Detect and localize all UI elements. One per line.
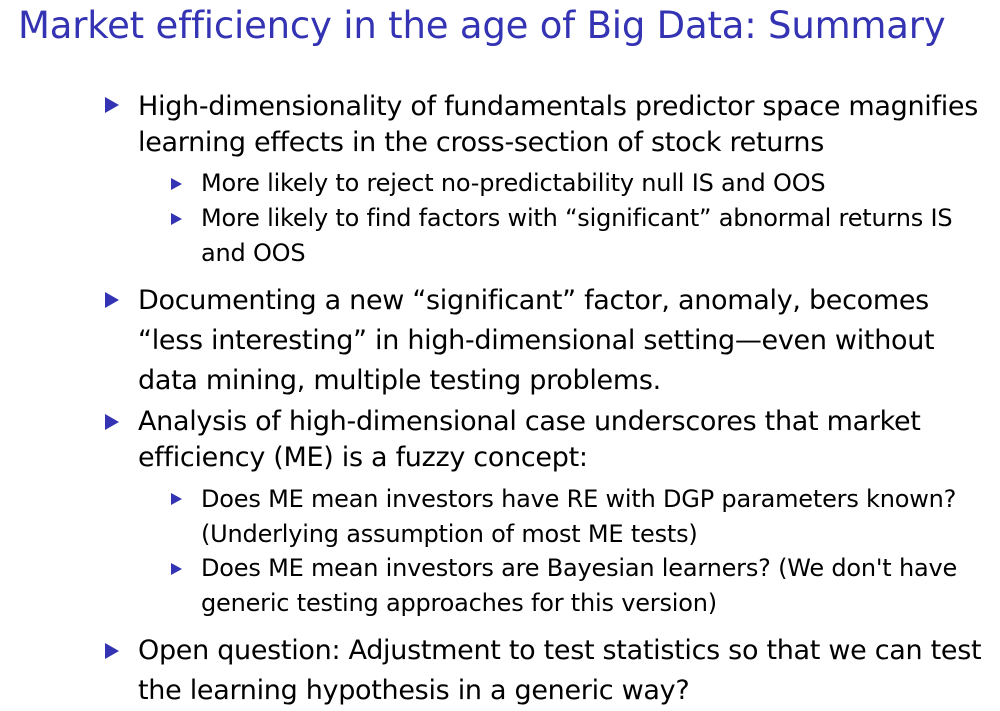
bullet-item-4: Open question: Adjustment to test statis… bbox=[138, 635, 982, 706]
bullet-triangle-icon bbox=[105, 292, 119, 308]
slide-title: Market efficiency in the age of Big Data… bbox=[18, 4, 946, 47]
bullet-triangle-icon bbox=[105, 414, 119, 430]
sub-bullet-triangle-icon bbox=[171, 178, 182, 190]
sub-bullet-item-1-2: More likely to find factors with “signif… bbox=[201, 204, 953, 267]
sub-bullet-triangle-icon bbox=[171, 563, 182, 575]
sub-bullet-triangle-icon bbox=[171, 213, 182, 225]
sub-bullet-triangle-icon bbox=[171, 493, 182, 505]
bullet-item-2: Documenting a new “significant” factor, … bbox=[138, 285, 935, 396]
sub-bullet-item-3-2: Does ME mean investors are Bayesian lear… bbox=[201, 554, 958, 617]
bullet-item-3: Analysis of high-dimensional case unders… bbox=[138, 406, 921, 473]
sub-bullet-item-1-1: More likely to reject no-predictability … bbox=[201, 169, 826, 197]
sub-bullet-item-3-1: Does ME mean investors have RE with DGP … bbox=[201, 485, 957, 548]
bullet-triangle-icon bbox=[105, 643, 119, 659]
bullet-item-1: High-dimensionality of fundamentals pred… bbox=[138, 91, 978, 158]
bullet-triangle-icon bbox=[105, 97, 119, 113]
